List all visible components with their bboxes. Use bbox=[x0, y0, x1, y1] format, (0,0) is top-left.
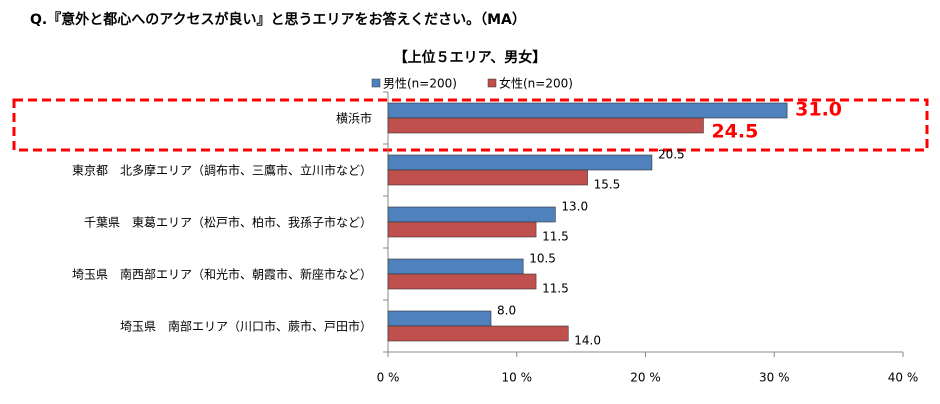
legend-label: 男性(n=200) bbox=[383, 77, 457, 91]
bar bbox=[387, 169, 588, 186]
y-tick-label: 東京都 北多摩エリア（調布市、三鷹市、立川市など） bbox=[72, 163, 372, 178]
legend-swatch bbox=[371, 78, 381, 88]
value-label: 8.0 bbox=[497, 304, 516, 318]
value-label: 11.5 bbox=[542, 282, 569, 296]
y-tick-label: 横浜市 bbox=[336, 111, 372, 126]
highlight-box bbox=[12, 98, 929, 152]
y-tick-label: 埼玉県 南西部エリア（和光市、朝霞市、新座市など） bbox=[72, 267, 372, 282]
bar bbox=[387, 117, 704, 134]
bar bbox=[387, 206, 556, 223]
value-label: 11.5 bbox=[542, 230, 569, 244]
legend-swatch bbox=[487, 78, 497, 88]
x-tick-label: 0 % bbox=[377, 371, 400, 385]
legend-label: 女性(n=200) bbox=[499, 76, 573, 91]
x-tick-label: 20 % bbox=[630, 371, 661, 385]
bar bbox=[387, 310, 492, 327]
value-label: 20.5 bbox=[658, 148, 685, 162]
x-tick-label: 40 % bbox=[888, 371, 919, 385]
value-label: 31.0 bbox=[795, 99, 842, 121]
y-tick-label: 千葉県 東葛エリア（松戸市、柏市、我孫子市など） bbox=[84, 215, 372, 230]
bar bbox=[387, 258, 524, 275]
y-tick-label: 埼玉県 南部エリア（川口市、蕨市、戸田市） bbox=[120, 319, 372, 334]
x-tick-label: 30 % bbox=[759, 371, 790, 385]
bar bbox=[387, 273, 537, 290]
value-label: 24.5 bbox=[711, 121, 758, 143]
chart-title: Q.『意外と都心へのアクセスが良い』と思うエリアをお答えください。（MA） bbox=[30, 11, 526, 28]
bar bbox=[387, 154, 653, 171]
value-label: 13.0 bbox=[561, 200, 588, 214]
bar bbox=[387, 325, 569, 342]
x-tick-label: 10 % bbox=[502, 371, 533, 385]
value-label: 10.5 bbox=[529, 252, 556, 266]
chart-subtitle: 【上位５エリア、男女】 bbox=[394, 49, 547, 66]
value-label: 14.0 bbox=[574, 334, 601, 348]
value-label: 15.5 bbox=[594, 178, 621, 192]
bar bbox=[387, 221, 537, 238]
bar bbox=[387, 102, 788, 119]
